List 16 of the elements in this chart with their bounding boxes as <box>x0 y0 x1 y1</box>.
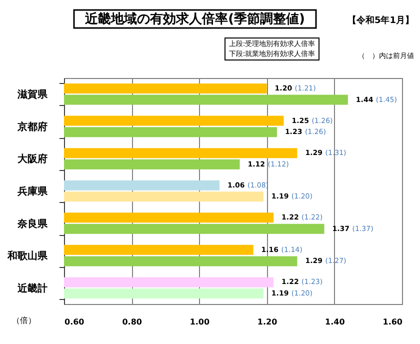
x-axis-title: （倍） <box>12 316 36 325</box>
y-tick-label: 奈良県 <box>16 218 48 230</box>
y-tick-label: 京都府 <box>16 120 48 133</box>
y-tick-label: 滋賀県 <box>16 88 48 101</box>
y-tick-label: 大阪府 <box>16 153 48 166</box>
y-tick-label: 近畿計 <box>16 282 48 294</box>
y-tick-label: 兵庫県 <box>16 186 48 198</box>
x-tick-label: 0.60 <box>64 318 85 326</box>
x-tick-label: 1.60 <box>382 318 403 326</box>
text: 【令和5年1月】 <box>347 15 414 26</box>
x-tick-label: 0.80 <box>122 318 142 326</box>
x-tick-label: 1.20 <box>257 318 278 326</box>
y-tick-label: 和歌山県 <box>6 250 48 262</box>
x-tick-label: 1.00 <box>190 318 210 326</box>
x-tick-label: 1.40 <box>325 318 346 326</box>
chart-title: 近畿地域の有効求人倍率(季節調整値) <box>84 11 305 27</box>
